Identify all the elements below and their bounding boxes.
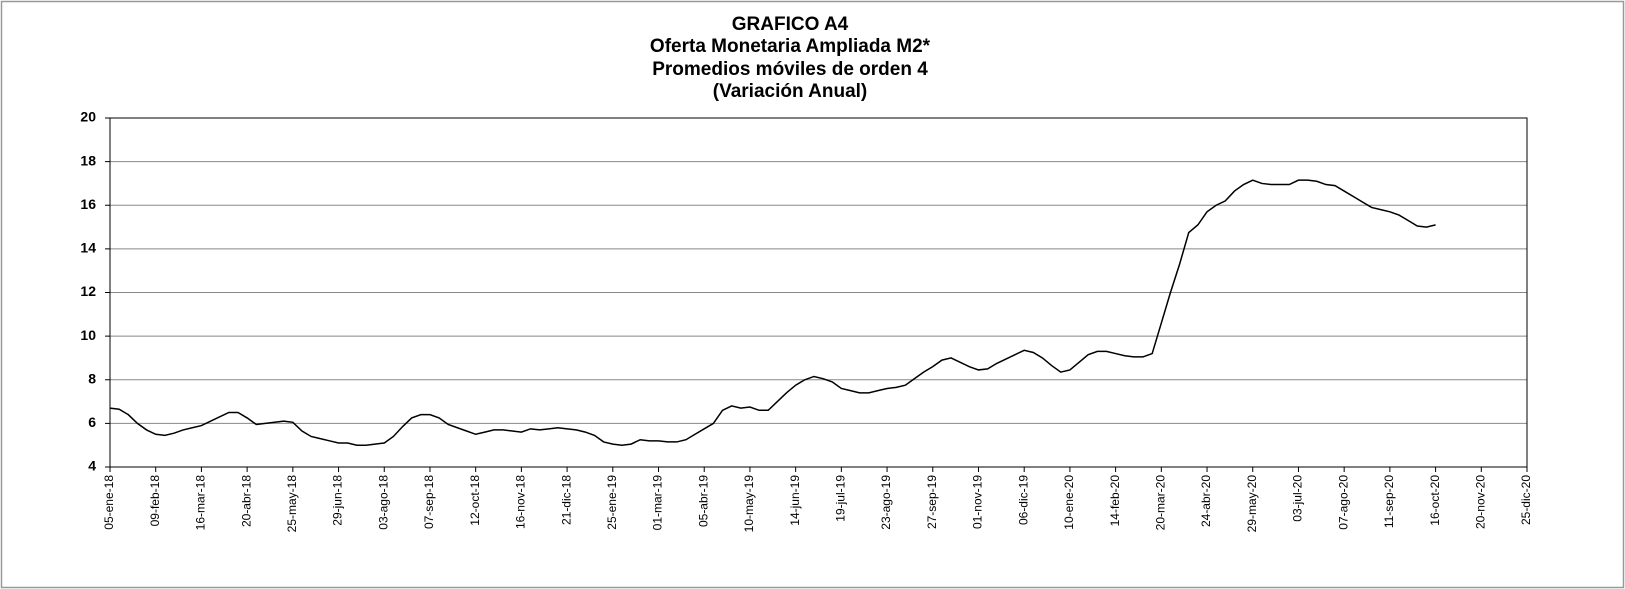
x-tick-label: 01-nov-19 <box>971 475 985 529</box>
x-tick-label: 20-abr-18 <box>239 475 253 527</box>
x-tick-label: 09-feb-18 <box>148 475 162 527</box>
x-tick-label: 14-feb-20 <box>1108 475 1122 527</box>
x-tick-label: 10-ene-20 <box>1062 475 1076 530</box>
y-tick-label: 4 <box>88 458 96 474</box>
chart-subtitle: (Variación Anual) <box>713 81 868 102</box>
x-tick-label: 24-abr-20 <box>1199 475 1213 527</box>
x-tick-label: 25-may-18 <box>285 475 299 533</box>
x-tick-label: 01-mar-19 <box>651 475 665 531</box>
x-tick-label: 12-oct-18 <box>468 475 482 526</box>
x-tick-label: 23-ago-19 <box>879 475 893 530</box>
x-tick-label: 25-ene-19 <box>605 475 619 530</box>
chart-title: GRAFICO A4 <box>732 14 849 35</box>
x-tick-label: 11-sep-20 <box>1382 475 1396 528</box>
x-tick-label: 05-ene-18 <box>102 475 116 530</box>
y-tick-label: 10 <box>80 327 96 343</box>
x-tick-label: 25-dic-20 <box>1519 475 1533 525</box>
x-tick-label: 05-abr-19 <box>696 475 710 527</box>
x-tick-label: 21-dic-18 <box>559 475 573 525</box>
x-tick-label: 27-sep-19 <box>925 475 939 529</box>
x-tick-label: 16-oct-20 <box>1428 475 1442 526</box>
y-tick-label: 6 <box>88 414 96 430</box>
line-series <box>109 179 1436 446</box>
y-tick-label: 20 <box>80 109 96 125</box>
x-tick-label: 14-jun-19 <box>788 475 802 526</box>
x-tick-label: 07-ago-20 <box>1336 475 1350 530</box>
x-tick-label: 29-may-20 <box>1245 475 1259 533</box>
x-tick-label: 07-sep-18 <box>422 475 436 529</box>
x-tick-label: 03-jul-20 <box>1291 475 1305 522</box>
y-tick-label: 18 <box>80 152 96 168</box>
x-tick-label: 03-ago-18 <box>376 475 390 530</box>
chart-subtitle: Promedios móviles de orden 4 <box>652 59 928 80</box>
x-tick-label: 20-nov-20 <box>1473 475 1487 529</box>
x-tick-label: 16-nov-18 <box>514 475 528 529</box>
x-tick-label: 06-dic-19 <box>1016 475 1030 525</box>
y-tick-label: 14 <box>80 240 96 256</box>
x-tick-label: 10-may-19 <box>742 475 756 533</box>
chart-subtitle: Oferta Monetaria Ampliada M2* <box>650 36 931 57</box>
y-tick-label: 12 <box>80 283 96 299</box>
x-tick-label: 19-jul-19 <box>834 475 848 522</box>
x-tick-label: 29-jun-18 <box>331 475 345 526</box>
x-tick-label: 16-mar-18 <box>194 475 208 531</box>
x-tick-label: 20-mar-20 <box>1153 475 1167 531</box>
y-tick-label: 8 <box>88 370 96 386</box>
y-tick-label: 16 <box>80 196 96 212</box>
plot-area <box>109 117 1528 468</box>
